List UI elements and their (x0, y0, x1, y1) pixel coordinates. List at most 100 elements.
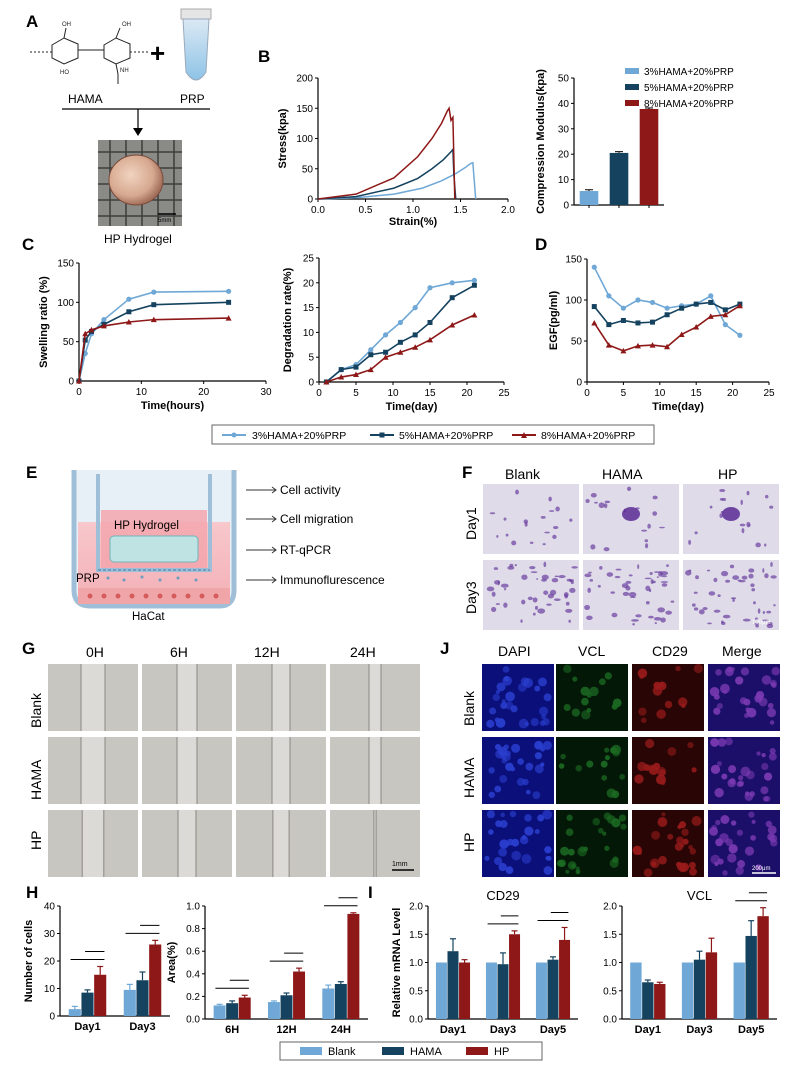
bar (123, 989, 136, 1016)
series-line (317, 106, 456, 200)
y-tick-label: 0.6 (186, 947, 200, 958)
y-axis-label: EGF(pg/ml) (548, 291, 560, 351)
data-point (635, 320, 641, 326)
category-label: 24H (331, 1024, 351, 1036)
y-tick-label: 40 (44, 902, 56, 913)
f-row-day3: Day3 (463, 581, 479, 614)
e-item-rt-qpcr: RT-qPCR (280, 543, 331, 557)
bar (459, 962, 471, 1019)
j-scale: 200μm (752, 866, 770, 872)
data-point (338, 374, 345, 380)
data-point (693, 301, 699, 307)
y-axis-label: Area(%) (166, 941, 178, 983)
data-point (100, 322, 107, 329)
bar (509, 934, 521, 1019)
x-tick-label: 0 (316, 388, 322, 399)
y-tick-label: 1.0 (186, 902, 200, 913)
y-tick-label: 0 (49, 1012, 55, 1023)
y-tick-label: 2.0 (603, 902, 617, 913)
data-point (591, 304, 597, 310)
y-tick-label: 0.5 (603, 986, 617, 997)
bar (149, 944, 162, 1016)
data-point (678, 331, 685, 337)
data-point (412, 305, 418, 311)
chart-degradation: 0 5 10 15 20 25 0 5 10 15 20 25 Time(day) Degradation… (282, 254, 510, 414)
data-point (708, 293, 714, 299)
data-point (225, 315, 232, 321)
y-tick-label: 10 (44, 984, 56, 995)
category-label: Day5 (540, 1024, 566, 1036)
data-point (635, 297, 641, 303)
x-tick-label: 0.5 (359, 205, 373, 216)
y-tick-label: 0 (576, 378, 582, 389)
data-point (471, 277, 477, 283)
bar (280, 995, 293, 1019)
x-axis-label: Strain(%) (389, 216, 438, 228)
g-row-hp: HP (28, 831, 44, 850)
series-line (325, 284, 475, 383)
bar (94, 974, 107, 1016)
chart-cell-number: 0 10 20 30 40 Number of cells Day1 Day3 (23, 902, 170, 1033)
y-tick-label: 5 (308, 353, 314, 364)
bar (609, 152, 629, 205)
x-axis-label: Time(day) (386, 401, 438, 413)
y-axis-label: Stress(kpa) (277, 108, 289, 168)
data-point (591, 319, 598, 326)
y-tick-label: 50 (302, 164, 314, 175)
bar (547, 959, 559, 1019)
chart-title: VCL (687, 888, 712, 903)
bar (81, 992, 94, 1016)
data-point (383, 332, 389, 338)
y-tick-label: 0.0 (603, 1015, 617, 1026)
y-axis-label: Swelling ratio (%) (38, 276, 50, 368)
j-row-hama: HAMA (461, 757, 477, 798)
g-col-24h: 24H (350, 644, 376, 660)
x-tick-label: 1.5 (454, 205, 468, 216)
x-axis-label: Time(hours) (141, 400, 205, 412)
g-row-blank: Blank (28, 692, 44, 728)
bar (733, 962, 745, 1019)
data-point (649, 342, 656, 348)
x-tick-label: 10 (136, 387, 148, 398)
data-point (634, 342, 641, 349)
y-tick-label: 1.0 (409, 958, 423, 969)
y-tick-label: 100 (296, 134, 313, 145)
e-hydrogel-label: HP Hydrogel (114, 520, 179, 532)
panel-label-d: D (535, 235, 547, 254)
data-point (397, 349, 404, 355)
data-point (101, 317, 107, 323)
data-point (367, 366, 374, 373)
data-point (471, 282, 477, 288)
y-tick-label: 20 (558, 150, 570, 161)
legend-cd: 3%HAMA+20%PRP 5%HAMA+20%PRP 8%HAMA+20%PR… (211, 424, 655, 445)
y-tick-label: 150 (57, 259, 74, 270)
svg-text:HO: HO (60, 70, 69, 76)
legend-hama: HAMA (410, 1046, 442, 1058)
series-line (78, 301, 229, 382)
y-tick-label: 10 (303, 328, 315, 339)
svg-text:OH: OH (62, 22, 71, 28)
series-line (317, 147, 457, 200)
data-point (353, 371, 359, 378)
data-point (397, 319, 403, 326)
legend-cd-item-2: 5%HAMA+20%PRP (399, 430, 493, 442)
data-point (736, 302, 743, 309)
bar (681, 962, 694, 1019)
j-col-dapi: DAPI (498, 643, 531, 659)
data-point (737, 332, 743, 338)
legend-b-item-2: 5%HAMA+20%PRP (644, 83, 734, 94)
data-point (76, 378, 82, 384)
f-row-day1: Day1 (463, 507, 479, 540)
chart-stress-strain: 0 50 100 150 200 0.0 0.5 1.0 1.5 2.0 Strain(%) Stre… (277, 74, 515, 229)
y-tick-label: 0 (308, 378, 314, 389)
bar (642, 982, 654, 1019)
chart-egf: 0 50 100 150 0 5 10 15 20 25 Time(day) EGF(pg/ml) (548, 255, 775, 414)
bar (293, 971, 306, 1019)
panel-label-i: I (368, 883, 373, 902)
data-point (664, 343, 671, 350)
legend-cd-item-1: 3%HAMA+20%PRP (252, 430, 346, 442)
crystal-violet-image (483, 560, 579, 630)
j-col-cd29: CD29 (652, 643, 688, 659)
prp-label: PRP (180, 92, 205, 106)
